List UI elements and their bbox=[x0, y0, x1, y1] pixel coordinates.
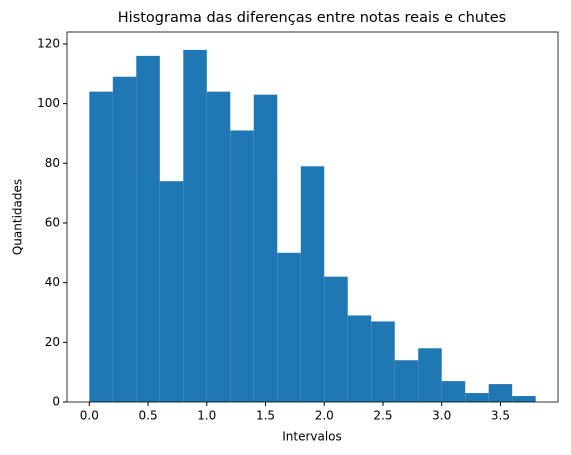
bar bbox=[136, 55, 160, 402]
bar bbox=[89, 91, 113, 402]
y-tick-label: 40 bbox=[45, 275, 60, 289]
bar bbox=[112, 76, 137, 403]
bar bbox=[159, 181, 184, 402]
bar bbox=[512, 396, 536, 402]
y-tick-label: 100 bbox=[37, 96, 60, 110]
bar bbox=[394, 360, 419, 402]
bar bbox=[300, 166, 325, 402]
x-tick-label: 0.0 bbox=[80, 409, 99, 423]
bar bbox=[277, 252, 301, 402]
bar bbox=[418, 348, 442, 402]
bar bbox=[183, 49, 207, 402]
bar bbox=[347, 315, 372, 402]
x-tick-label: 2.0 bbox=[315, 409, 334, 423]
x-tick-label: 0.5 bbox=[139, 409, 158, 423]
y-tick-label: 120 bbox=[37, 36, 60, 50]
y-tick-label: 80 bbox=[45, 156, 60, 170]
bar bbox=[230, 130, 254, 402]
x-tick-label: 1.0 bbox=[197, 409, 216, 423]
x-tick-label: 3.5 bbox=[491, 409, 510, 423]
bar bbox=[441, 381, 466, 402]
bar bbox=[324, 276, 348, 402]
y-tick-label: 0 bbox=[52, 395, 60, 409]
y-axis-label: Quantidades bbox=[11, 179, 25, 255]
bar bbox=[488, 384, 513, 402]
x-tick-label: 2.5 bbox=[373, 409, 392, 423]
bar bbox=[371, 321, 395, 402]
plot-frame bbox=[66, 31, 559, 403]
x-tick-label: 3.0 bbox=[432, 409, 451, 423]
y-tick-label: 20 bbox=[45, 335, 60, 349]
x-axis-label: Intervalos bbox=[282, 430, 342, 444]
bar bbox=[206, 91, 231, 402]
y-tick-label: 60 bbox=[45, 215, 60, 229]
chart-title: Histograma das diferenças entre notas re… bbox=[118, 10, 506, 26]
bar bbox=[253, 94, 278, 403]
bar bbox=[465, 393, 489, 402]
x-tick-label: 1.5 bbox=[256, 409, 275, 423]
